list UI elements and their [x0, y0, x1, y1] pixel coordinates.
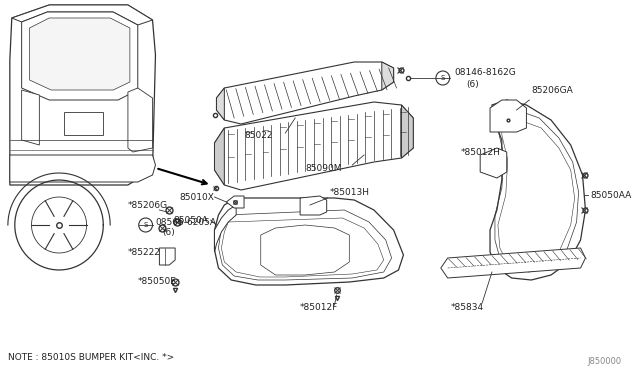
Polygon shape	[10, 5, 156, 185]
Text: 85206GA: 85206GA	[531, 86, 573, 94]
Text: *85222: *85222	[128, 247, 161, 257]
Polygon shape	[22, 90, 39, 145]
Polygon shape	[382, 62, 394, 90]
Text: 85022: 85022	[244, 131, 273, 140]
Text: *85206G: *85206G	[128, 201, 168, 209]
Polygon shape	[10, 155, 156, 182]
Text: J850000: J850000	[588, 357, 622, 366]
Polygon shape	[12, 5, 152, 25]
Polygon shape	[214, 205, 236, 252]
Text: *85012H: *85012H	[461, 148, 500, 157]
Polygon shape	[128, 88, 152, 152]
Polygon shape	[214, 102, 413, 190]
Text: 85010X: 85010X	[180, 192, 214, 202]
Polygon shape	[227, 196, 244, 208]
Text: 85090M: 85090M	[305, 164, 342, 173]
Text: *85012F: *85012F	[300, 304, 339, 312]
Polygon shape	[29, 18, 130, 90]
Text: S: S	[440, 75, 445, 81]
Polygon shape	[480, 148, 507, 178]
Text: *85050E: *85050E	[138, 278, 177, 286]
Polygon shape	[22, 12, 138, 100]
Polygon shape	[216, 62, 394, 124]
Text: 85050AA: 85050AA	[590, 190, 632, 199]
Polygon shape	[401, 105, 413, 158]
Polygon shape	[441, 248, 586, 278]
Text: (6): (6)	[163, 228, 175, 237]
Text: S: S	[143, 222, 148, 228]
Text: (6): (6)	[467, 80, 479, 89]
Polygon shape	[300, 196, 326, 215]
Text: 85050A: 85050A	[173, 215, 209, 224]
Text: NOTE : 85010S BUMPER KIT<INC. *>: NOTE : 85010S BUMPER KIT<INC. *>	[8, 353, 174, 362]
Polygon shape	[490, 100, 527, 132]
Polygon shape	[214, 128, 225, 185]
Polygon shape	[490, 100, 586, 280]
Polygon shape	[159, 248, 175, 265]
Polygon shape	[216, 88, 225, 120]
Text: 08146-8162G: 08146-8162G	[454, 67, 516, 77]
Text: *85834: *85834	[451, 304, 484, 312]
Text: 08566-6205A: 08566-6205A	[156, 218, 216, 227]
Polygon shape	[64, 112, 103, 135]
Polygon shape	[214, 198, 403, 285]
Text: *85013H: *85013H	[330, 187, 370, 196]
